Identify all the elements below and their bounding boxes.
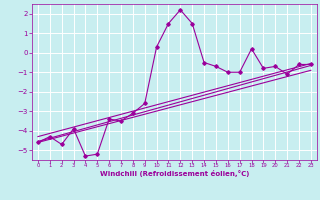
- X-axis label: Windchill (Refroidissement éolien,°C): Windchill (Refroidissement éolien,°C): [100, 170, 249, 177]
